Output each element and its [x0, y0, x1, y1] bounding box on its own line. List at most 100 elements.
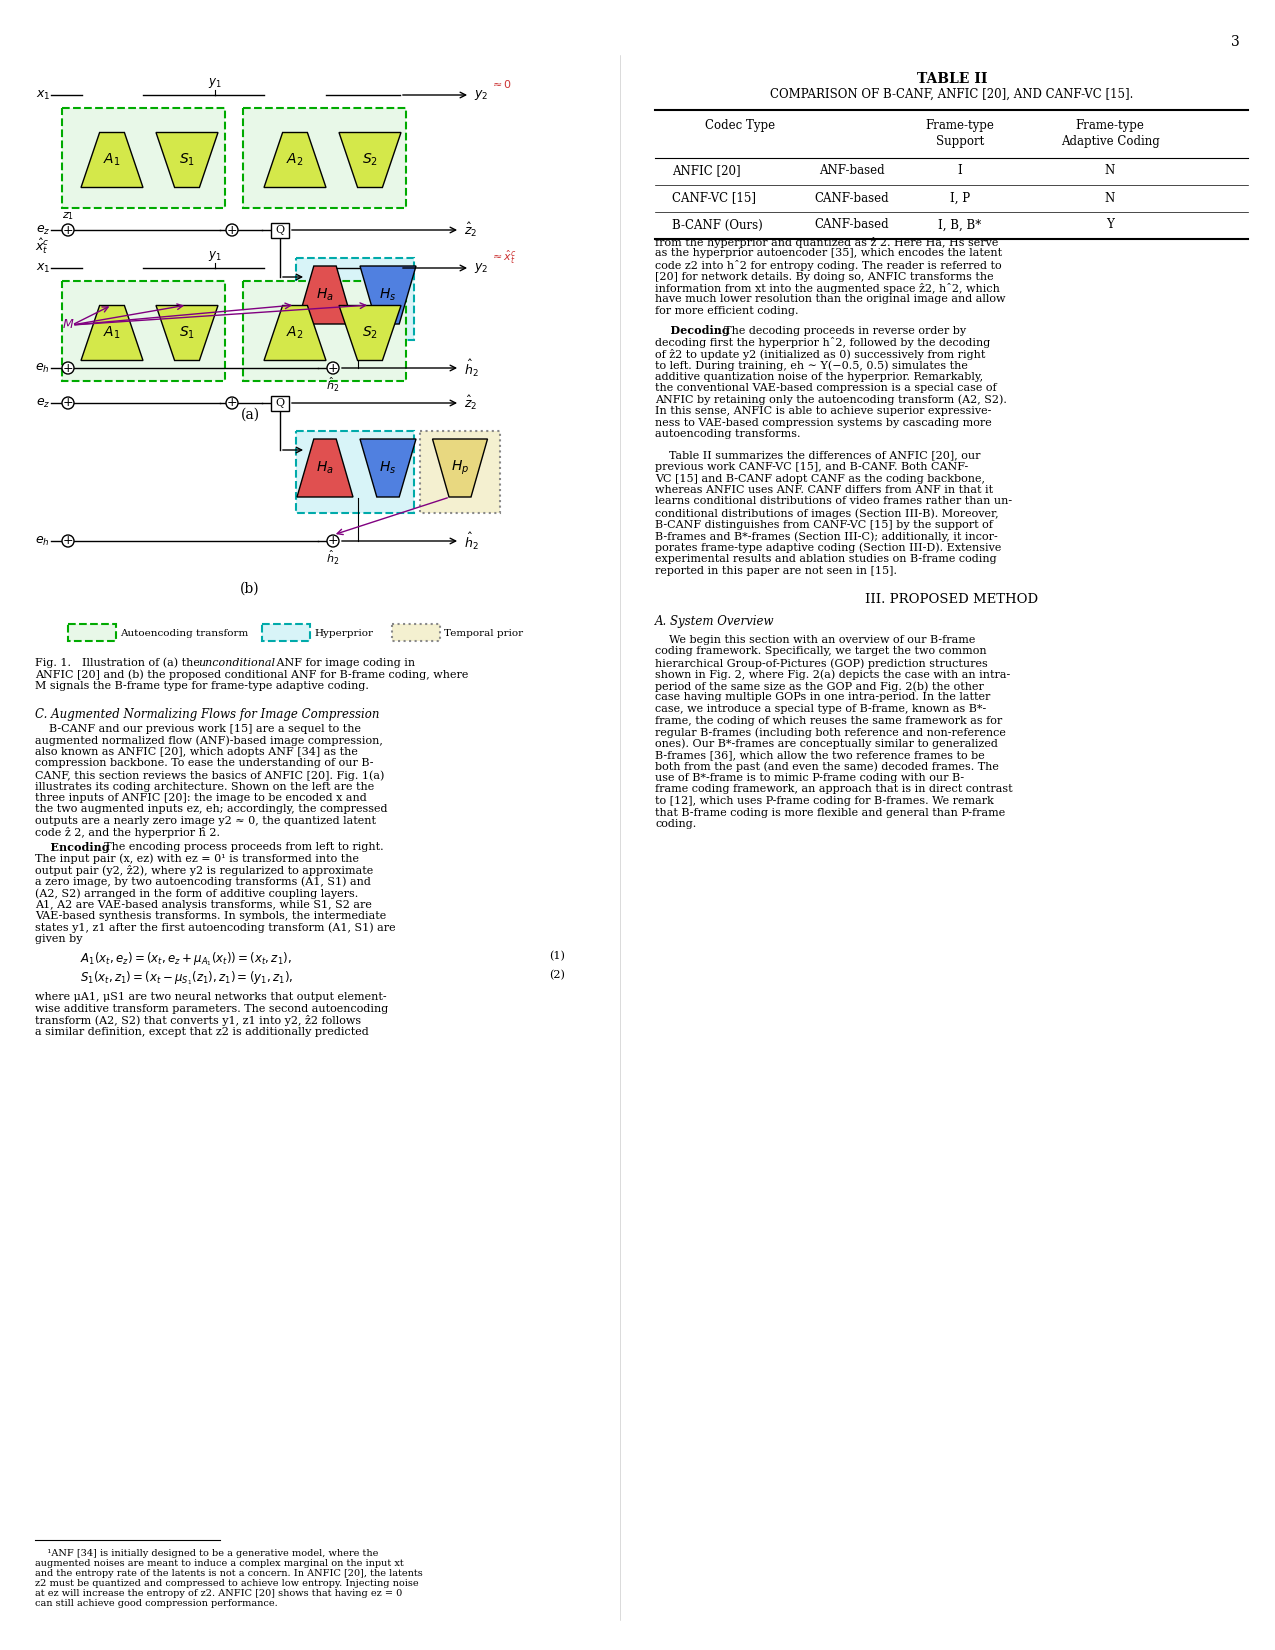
Text: (1): (1): [550, 950, 565, 960]
Text: CANF-VC [15]: CANF-VC [15]: [672, 191, 756, 205]
Text: $H_s$: $H_s$: [380, 460, 397, 477]
Text: have much lower resolution than the original image and allow: have much lower resolution than the orig…: [655, 294, 1006, 305]
Text: COMPARISON OF B-CANF, ANFIC [20], AND CANF-VC [15].: COMPARISON OF B-CANF, ANFIC [20], AND CA…: [770, 87, 1133, 101]
Text: that B-frame coding is more flexible and general than P-frame: that B-frame coding is more flexible and…: [655, 807, 1005, 817]
Text: Temporal prior: Temporal prior: [444, 629, 523, 637]
Text: information from xt into the augmented space ẑ2, hˆ2, which: information from xt into the augmented s…: [655, 284, 1000, 294]
Text: unconditional: unconditional: [198, 658, 275, 668]
Text: to [12], which uses P-frame coding for B-frames. We remark: to [12], which uses P-frame coding for B…: [655, 795, 994, 805]
Text: $e_z$: $e_z$: [36, 396, 50, 409]
Text: B-frames [36], which allow the two reference frames to be: B-frames [36], which allow the two refer…: [655, 751, 984, 761]
Text: $S_1(x_t, z_1) = (x_t - \mu_{S_1}(z_1), z_1) = (y_1, z_1),$: $S_1(x_t, z_1) = (x_t - \mu_{S_1}(z_1), …: [80, 970, 293, 987]
Text: decoding first the hyperprior hˆ2, followed by the decoding: decoding first the hyperprior hˆ2, follo…: [655, 337, 991, 348]
Text: and the entropy rate of the latents is not a concern. In ANFIC [20], the latents: and the entropy rate of the latents is n…: [34, 1569, 423, 1577]
FancyBboxPatch shape: [296, 257, 414, 340]
Circle shape: [62, 535, 74, 548]
Text: $y_2$: $y_2$: [474, 87, 488, 102]
Text: In this sense, ANFIC is able to achieve superior expressive-: In this sense, ANFIC is able to achieve …: [655, 406, 992, 416]
Text: (a): (a): [241, 408, 260, 422]
Text: (A2, S2) arranged in the form of additive coupling layers.: (A2, S2) arranged in the form of additiv…: [34, 888, 358, 899]
Text: M signals the B-frame type for frame-type adaptive coding.: M signals the B-frame type for frame-typ…: [34, 681, 368, 691]
Text: I, P: I, P: [950, 191, 970, 205]
Text: $z_1$: $z_1$: [62, 210, 74, 221]
Text: augmented normalized flow (ANF)-based image compression,: augmented normalized flow (ANF)-based im…: [34, 736, 382, 746]
Text: CANF-based: CANF-based: [815, 218, 890, 231]
Text: Y: Y: [1105, 218, 1114, 231]
Text: regular B-frames (including both reference and non-reference: regular B-frames (including both referen…: [655, 728, 1006, 738]
Text: given by: given by: [34, 934, 83, 944]
Polygon shape: [432, 439, 487, 497]
Text: N: N: [1105, 165, 1116, 178]
Text: the two augmented inputs ez, eh; accordingly, the compressed: the two augmented inputs ez, eh; accordi…: [34, 805, 388, 815]
Text: states y1, z1 after the first autoencoding transform (A1, S1) are: states y1, z1 after the first autoencodi…: [34, 922, 395, 932]
Circle shape: [326, 361, 339, 375]
Text: can still achieve good compression performance.: can still achieve good compression perfo…: [34, 1599, 278, 1609]
Text: The input pair (x, ez) with ez = 0¹ is transformed into the: The input pair (x, ez) with ez = 0¹ is t…: [34, 853, 360, 865]
Text: both from the past (and even the same) decoded frames. The: both from the past (and even the same) d…: [655, 762, 998, 772]
FancyBboxPatch shape: [419, 431, 500, 513]
Text: B-CANF and our previous work [15] are a sequel to the: B-CANF and our previous work [15] are a …: [34, 724, 361, 734]
Text: III. PROPOSED METHOD: III. PROPOSED METHOD: [866, 592, 1039, 606]
Circle shape: [226, 224, 238, 236]
Text: $\approx 0$: $\approx 0$: [490, 78, 513, 91]
Text: Frame-type: Frame-type: [926, 119, 994, 132]
FancyBboxPatch shape: [244, 280, 405, 381]
FancyBboxPatch shape: [62, 107, 224, 208]
Text: hierarchical Group-of-Pictures (GOP) prediction structures: hierarchical Group-of-Pictures (GOP) pre…: [655, 658, 988, 668]
Text: learns conditional distributions of video frames rather than un-: learns conditional distributions of vide…: [655, 497, 1012, 507]
Text: $S_1$: $S_1$: [179, 152, 195, 168]
Text: case having multiple GOPs in one intra-period. In the latter: case having multiple GOPs in one intra-p…: [655, 693, 991, 703]
Polygon shape: [297, 266, 353, 323]
Text: ¹ANF [34] is initially designed to be a generative model, where the: ¹ANF [34] is initially designed to be a …: [34, 1549, 379, 1558]
Text: (b): (b): [240, 582, 260, 596]
Text: (2): (2): [550, 970, 565, 980]
Text: code ẑ 2, and the hyperprior ĥ 2.: code ẑ 2, and the hyperprior ĥ 2.: [34, 828, 221, 838]
Text: outputs are a nearly zero image y2 ≈ 0, the quantized latent: outputs are a nearly zero image y2 ≈ 0, …: [34, 817, 376, 827]
Text: ANF-based: ANF-based: [819, 165, 885, 178]
Text: $x_1$: $x_1$: [36, 89, 50, 102]
Text: We begin this section with an overview of our B-frame: We begin this section with an overview o…: [655, 635, 975, 645]
Text: Encoding: Encoding: [34, 842, 110, 853]
Text: conditional distributions of images (Section III-B). Moreover,: conditional distributions of images (Sec…: [655, 508, 998, 518]
Text: : The encoding process proceeds from left to right.: : The encoding process proceeds from lef…: [97, 842, 384, 851]
Text: B-frames and B*-frames (Section III-C); additionally, it incor-: B-frames and B*-frames (Section III-C); …: [655, 531, 998, 541]
Text: frame, the coding of which reuses the same framework as for: frame, the coding of which reuses the sa…: [655, 716, 1002, 726]
Text: augmented noises are meant to induce a complex marginal on the input xt: augmented noises are meant to induce a c…: [34, 1559, 404, 1568]
Text: a zero image, by two autoencoding transforms (A1, S1) and: a zero image, by two autoencoding transf…: [34, 876, 371, 888]
Text: Illustration of (a) the: Illustration of (a) the: [75, 658, 204, 668]
Text: ANF for image coding in: ANF for image coding in: [273, 658, 416, 668]
FancyBboxPatch shape: [272, 396, 289, 411]
FancyBboxPatch shape: [391, 624, 440, 640]
FancyBboxPatch shape: [68, 624, 116, 640]
Text: Support: Support: [936, 135, 984, 147]
Text: $H_p$: $H_p$: [451, 459, 469, 477]
Text: Fig. 1.: Fig. 1.: [34, 658, 71, 668]
Text: where μA1, μS1 are two neural networks that output element-: where μA1, μS1 are two neural networks t…: [34, 993, 386, 1003]
Text: $y_1$: $y_1$: [208, 76, 222, 91]
Text: $A_1(x_t, e_z) = (x_t, e_z + \mu_{A_1}(x_t)) = (x_t, z_1),$: $A_1(x_t, e_z) = (x_t, e_z + \mu_{A_1}(x…: [80, 950, 292, 969]
Text: +: +: [227, 223, 237, 236]
Text: illustrates its coding architecture. Shown on the left are the: illustrates its coding architecture. Sho…: [34, 782, 375, 792]
Text: output pair (y2, ẑ2), where y2 is regularized to approximate: output pair (y2, ẑ2), where y2 is regula…: [34, 865, 374, 876]
Text: +: +: [62, 223, 73, 236]
Text: Frame-type: Frame-type: [1076, 119, 1145, 132]
Text: $\hat{h}_2$: $\hat{h}_2$: [326, 376, 339, 394]
Text: CANF, this section reviews the basics of ANFIC [20]. Fig. 1(a): CANF, this section reviews the basics of…: [34, 771, 384, 780]
Text: $e_z$: $e_z$: [36, 223, 50, 236]
Polygon shape: [264, 132, 326, 188]
Text: [20] for network details. By doing so, ANFIC transforms the: [20] for network details. By doing so, A…: [655, 272, 993, 282]
Polygon shape: [360, 266, 416, 323]
Text: whereas ANFIC uses ANF. CANF differs from ANF in that it: whereas ANFIC uses ANF. CANF differs fro…: [655, 485, 993, 495]
Text: $S_1$: $S_1$: [179, 325, 195, 342]
Circle shape: [62, 224, 74, 236]
Polygon shape: [297, 439, 353, 497]
Text: $\approx \hat{x}_t^c$: $\approx \hat{x}_t^c$: [490, 248, 516, 266]
Text: coding framework. Specifically, we target the two common: coding framework. Specifically, we targe…: [655, 647, 987, 657]
Text: $A_1$: $A_1$: [103, 325, 121, 342]
FancyBboxPatch shape: [244, 107, 405, 208]
Text: case, we introduce a special type of B-frame, known as B*-: case, we introduce a special type of B-f…: [655, 705, 987, 714]
Text: at ez will increase the entropy of z2. ANFIC [20] shows that having ez = 0: at ez will increase the entropy of z2. A…: [34, 1589, 402, 1597]
Circle shape: [62, 398, 74, 409]
Text: Autoencoding transform: Autoencoding transform: [120, 629, 249, 637]
Text: previous work CANF-VC [15], and B-CANF. Both CANF-: previous work CANF-VC [15], and B-CANF. …: [655, 462, 968, 472]
